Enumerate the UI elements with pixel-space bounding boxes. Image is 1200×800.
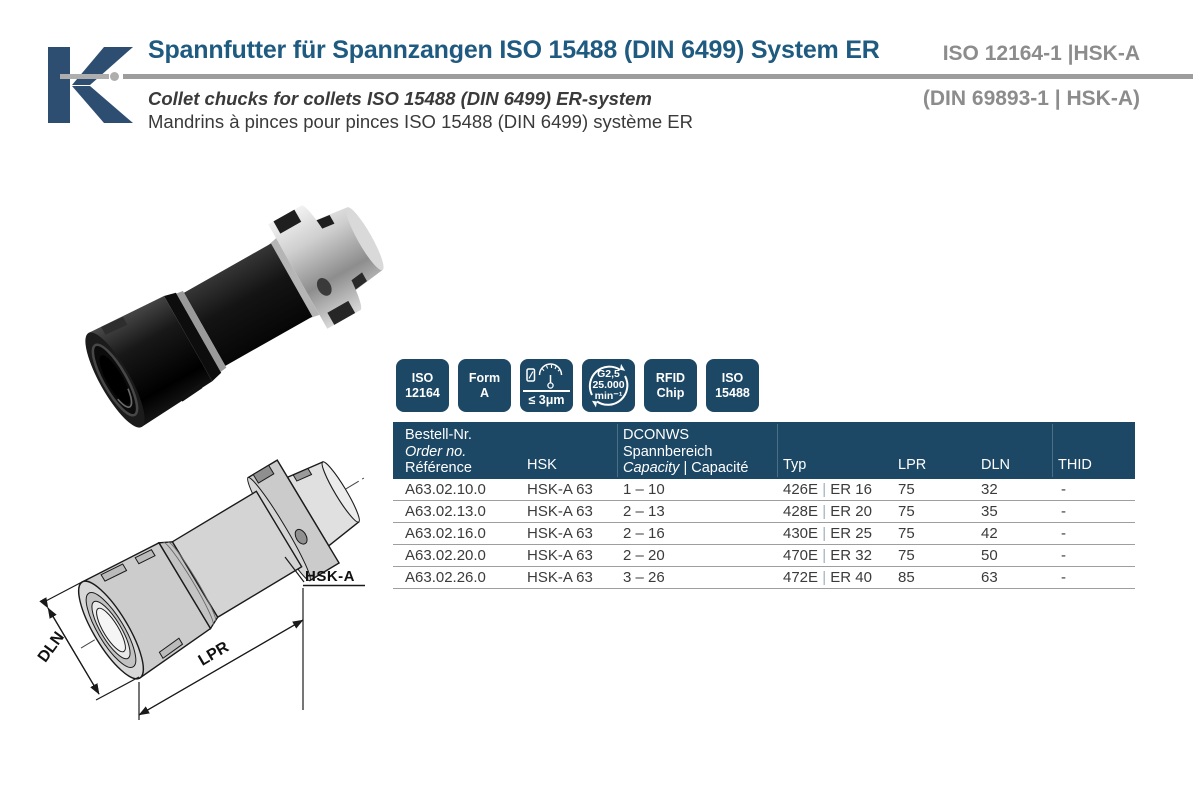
cell-order-no: A63.02.10.0: [405, 481, 486, 498]
badge-iso-15488: ISO 15488: [706, 359, 759, 412]
cell-lpr: 75: [898, 481, 915, 498]
cell-lpr: 85: [898, 569, 915, 586]
cell-capacity: 2 – 16: [623, 525, 665, 542]
cell-hsk: HSK-A 63: [527, 569, 593, 586]
cell-typ: 470E | ER 32: [783, 547, 872, 564]
cell-lpr: 75: [898, 547, 915, 564]
table-body: A63.02.10.0 HSK-A 63 1 – 10 426E | ER 16…: [393, 479, 1135, 589]
cell-hsk: HSK-A 63: [527, 547, 593, 564]
table-row: A63.02.13.0 HSK-A 63 2 – 13 428E | ER 20…: [393, 501, 1135, 523]
badge-rfid: RFID Chip: [644, 359, 697, 412]
cell-lpr: 75: [898, 503, 915, 520]
col-typ: Typ: [783, 457, 807, 473]
drawing-label-hsk: HSK-A: [305, 568, 355, 585]
drawing-label-lpr: LPR: [196, 638, 233, 669]
cell-thid: -: [1061, 525, 1066, 542]
subtitle-en: Collet chucks for collets ISO 15488 (DIN…: [148, 88, 652, 109]
cell-capacity: 2 – 13: [623, 503, 665, 520]
cell-dln: 50: [981, 547, 998, 564]
cell-typ: 426E | ER 16: [783, 481, 872, 498]
col-capacity: DCONWS Spannbereich Capacity | Capacité: [623, 427, 749, 476]
col-dln: DLN: [981, 457, 1011, 473]
cell-dln: 63: [981, 569, 998, 586]
cell-order-no: A63.02.26.0: [405, 569, 486, 586]
table-row: A63.02.10.0 HSK-A 63 1 – 10 426E | ER 16…: [393, 479, 1135, 501]
badge-balance: G2,5 25.000 min⁻¹: [582, 359, 635, 412]
cell-typ: 428E | ER 20: [783, 503, 872, 520]
col-order-no: Bestell-Nr. Order no. Référence: [405, 427, 472, 476]
cell-hsk: HSK-A 63: [527, 525, 593, 542]
cell-thid: -: [1061, 503, 1066, 520]
technical-drawing: DLN LPR HSK-A: [35, 459, 365, 720]
badge-runout: ≤ 3μm: [520, 359, 573, 412]
rotation-arrows-icon: [588, 363, 629, 408]
badge-form-a: Form A: [458, 359, 511, 412]
cell-hsk: HSK-A 63: [527, 503, 593, 520]
table-row: A63.02.20.0 HSK-A 63 2 – 20 470E | ER 32…: [393, 545, 1135, 567]
standard-din: (DIN 69893-1 | HSK-A): [922, 87, 1140, 110]
cell-capacity: 1 – 10: [623, 481, 665, 498]
col-thid: THID: [1058, 457, 1092, 473]
badge-iso-12164: ISO 12164: [396, 359, 449, 412]
header-rule-left: [60, 74, 109, 79]
table-row: A63.02.26.0 HSK-A 63 3 – 26 472E | ER 40…: [393, 567, 1135, 589]
table-row: A63.02.16.0 HSK-A 63 2 – 16 430E | ER 25…: [393, 523, 1135, 545]
product-photo: [85, 205, 384, 428]
table-header: Bestell-Nr. Order no. Référence HSK DCON…: [393, 422, 1135, 479]
cell-order-no: A63.02.13.0: [405, 503, 486, 520]
cell-thid: -: [1061, 569, 1066, 586]
drawing-label-dln: DLN: [35, 629, 68, 666]
cell-hsk: HSK-A 63: [527, 481, 593, 498]
cell-thid: -: [1061, 547, 1066, 564]
cell-typ: 430E | ER 25: [783, 525, 872, 542]
cell-order-no: A63.02.16.0: [405, 525, 486, 542]
spec-table: Bestell-Nr. Order no. Référence HSK DCON…: [393, 422, 1135, 589]
cell-dln: 35: [981, 503, 998, 520]
cell-capacity: 2 – 20: [623, 547, 665, 564]
header-rule-ball: [110, 72, 119, 81]
brand-logo-k: [48, 47, 133, 123]
header-rule: [123, 74, 1193, 79]
cell-dln: 42: [981, 525, 998, 542]
col-hsk: HSK: [527, 457, 557, 473]
standard-iso: ISO 12164-1 |HSK-A: [942, 42, 1140, 65]
subtitle-fr: Mandrins à pinces pour pinces ISO 15488 …: [148, 111, 693, 132]
cell-order-no: A63.02.20.0: [405, 547, 486, 564]
cell-typ: 472E | ER 40: [783, 569, 872, 586]
col-lpr: LPR: [898, 457, 927, 473]
cell-lpr: 75: [898, 525, 915, 542]
cell-thid: -: [1061, 481, 1066, 498]
cell-capacity: 3 – 26: [623, 569, 665, 586]
cell-dln: 32: [981, 481, 998, 498]
page-title: Spannfutter für Spannzangen ISO 15488 (D…: [148, 36, 880, 64]
dial-gauge-icon: [526, 363, 563, 389]
